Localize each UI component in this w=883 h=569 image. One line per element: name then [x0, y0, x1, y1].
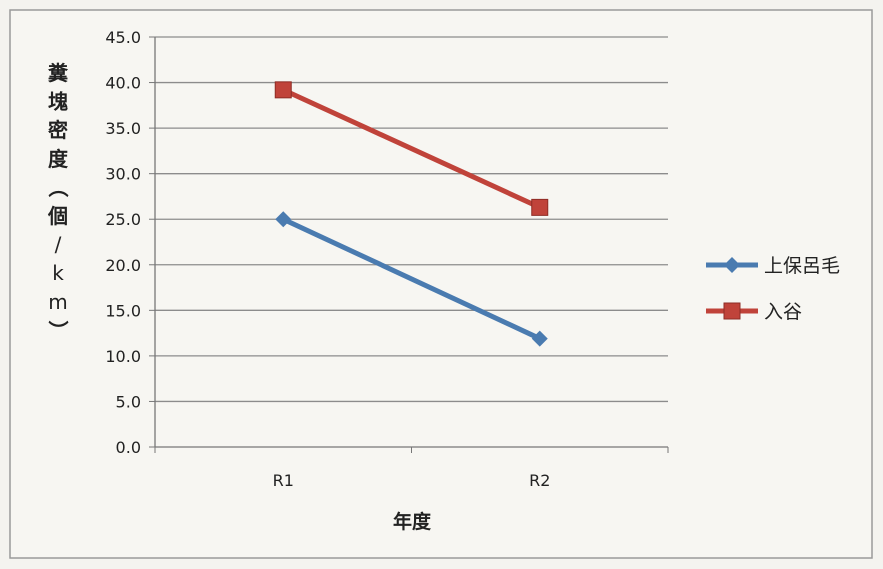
y-axis-label-char: m — [48, 290, 67, 314]
y-tick-label: 10.0 — [105, 347, 141, 366]
legend-label: 上保呂毛 — [764, 255, 840, 277]
data-point — [274, 81, 292, 99]
y-axis-label-char: ） — [46, 320, 70, 340]
series — [274, 81, 549, 347]
chart-frame — [9, 9, 873, 559]
x-tick-label: R1 — [273, 471, 294, 490]
y-axis-label-char: 個 — [47, 204, 68, 228]
y-tick-label: 30.0 — [105, 165, 141, 184]
data-point — [531, 330, 548, 347]
y-axis-label-char: 糞 — [47, 61, 69, 85]
y-axis-label-char: （ — [46, 177, 70, 197]
series-1 — [275, 211, 548, 347]
y-axis-label-char: 密 — [48, 118, 68, 142]
x-tick-label: R2 — [529, 471, 550, 490]
y-tick-labels: 0.0 5.0 10.0 15.0 20.0 25.0 30.0 35.0 40.0 45.0 — [105, 28, 141, 457]
y-axis-label-char: 度 — [48, 147, 69, 171]
y-axis-label-char: k — [52, 261, 64, 285]
y-tick-label: 40.0 — [105, 74, 141, 93]
y-tick-label: 45.0 — [105, 28, 141, 47]
legend-marker — [723, 302, 741, 320]
legend-item: 入谷 — [706, 301, 802, 323]
y-axis-label-char: / — [55, 233, 62, 257]
legend-marker — [724, 257, 740, 273]
x-axis-label: 年度 — [393, 510, 432, 533]
y-axis-label-char: 塊 — [48, 90, 68, 114]
y-tick-label: 5.0 — [116, 392, 141, 411]
y-tick-label: 0.0 — [116, 438, 141, 457]
axes — [149, 36, 669, 453]
series-line — [282, 216, 541, 341]
series-line — [282, 87, 541, 210]
y-tick-label: 20.0 — [105, 256, 141, 275]
series-2 — [274, 81, 549, 216]
gridlines — [155, 36, 668, 403]
y-tick-label: 25.0 — [105, 210, 141, 229]
legend-label: 入谷 — [764, 301, 802, 323]
x-tick-labels: R1 R2 — [273, 471, 551, 490]
y-tick-label: 35.0 — [105, 119, 141, 138]
data-point — [531, 198, 549, 216]
y-tick-label: 15.0 — [105, 301, 141, 320]
data-point — [275, 211, 292, 228]
legend-item: 上保呂毛 — [706, 255, 840, 277]
